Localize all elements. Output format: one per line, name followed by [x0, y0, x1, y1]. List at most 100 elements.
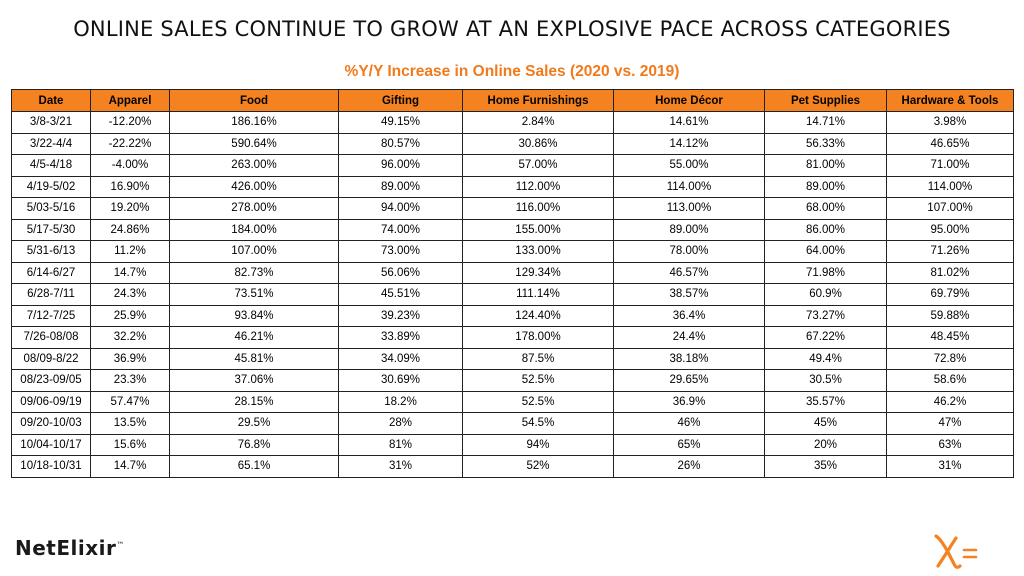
value-cell: 31% [338, 455, 463, 478]
table-row: 3/22-4/4 -22.22% 590.64% 80.57% 30.86% 14.12%… [11, 132, 1014, 155]
table-row: 6/14-6/27 14.7% 82.73% 56.06% 129.34% 46.57% 7… [11, 261, 1014, 284]
column-header: Pet Supplies [764, 89, 887, 112]
value-cell: 72.8% [886, 347, 1014, 370]
value-cell: 46% [613, 412, 765, 435]
value-cell: 278.00% [169, 197, 339, 220]
date-cell: 4/5-4/18 [11, 154, 91, 177]
netelixir-logo: NetElixir™ [15, 536, 125, 560]
table-body: 3/8-3/21 -12.20% 186.16% 49.15% 2.84% 14.61% 1… [11, 111, 1014, 478]
date-cell: 7/26-08/08 [11, 326, 91, 349]
column-header: Apparel [90, 89, 170, 112]
column-header: Home Décor [613, 89, 765, 112]
value-cell: 25.9% [90, 304, 170, 327]
value-cell: 133.00% [462, 240, 614, 263]
value-cell: 20% [764, 433, 887, 456]
value-cell: 39.23% [338, 304, 463, 327]
value-cell: 73.51% [169, 283, 339, 306]
table-row: 5/17-5/30 24.86% 184.00% 74.00% 155.00% 89.00… [11, 218, 1014, 241]
value-cell: 81.02% [886, 261, 1014, 284]
table-row: 7/12-7/25 25.9% 93.84% 39.23% 124.40% 36.4% 73… [11, 304, 1014, 327]
column-header: Hardware & Tools [886, 89, 1014, 112]
value-cell: -22.22% [90, 132, 170, 155]
logo-trademark: ™ [116, 540, 125, 550]
value-cell: 35% [764, 455, 887, 478]
value-cell: 19.20% [90, 197, 170, 220]
value-cell: 54.5% [462, 412, 614, 435]
value-cell: 3.98% [886, 111, 1014, 134]
date-cell: 08/09-8/22 [11, 347, 91, 370]
value-cell: 112.00% [462, 175, 614, 198]
value-cell: 18.2% [338, 390, 463, 413]
value-cell: 76.8% [169, 433, 339, 456]
value-cell: 178.00% [462, 326, 614, 349]
table-row: 6/28-7/11 24.3% 73.51% 45.51% 111.14% 38.57% 6… [11, 283, 1014, 306]
table-row: 10/04-10/17 15.6% 76.8% 81% 94% 65% 20% 63% [11, 433, 1014, 456]
value-cell: 124.40% [462, 304, 614, 327]
value-cell: 46.21% [169, 326, 339, 349]
value-cell: 111.14% [462, 283, 614, 306]
value-cell: 129.34% [462, 261, 614, 284]
value-cell: 58.6% [886, 369, 1014, 392]
table-header-row: Date Apparel Food Gifting Home Furnishings Ho… [11, 89, 1014, 112]
value-cell: 96.00% [338, 154, 463, 177]
value-cell: 89.00% [613, 218, 765, 241]
column-header: Food [169, 89, 339, 112]
value-cell: 82.73% [169, 261, 339, 284]
value-cell: 56.33% [764, 132, 887, 155]
value-cell: 26% [613, 455, 765, 478]
value-cell: 14.7% [90, 261, 170, 284]
date-cell: 3/22-4/4 [11, 132, 91, 155]
value-cell: 34.09% [338, 347, 463, 370]
value-cell: 30.5% [764, 369, 887, 392]
value-cell: 31% [886, 455, 1014, 478]
value-cell: 32.2% [90, 326, 170, 349]
value-cell: 28.15% [169, 390, 339, 413]
value-cell: 24.4% [613, 326, 765, 349]
table-row: 7/26-08/08 32.2% 46.21% 33.89% 178.00% 24.4% 6… [11, 326, 1014, 349]
value-cell: 24.3% [90, 283, 170, 306]
value-cell: -4.00% [90, 154, 170, 177]
value-cell: 28% [338, 412, 463, 435]
value-cell: 71.26% [886, 240, 1014, 263]
value-cell: 45.51% [338, 283, 463, 306]
value-cell: 81% [338, 433, 463, 456]
value-cell: 71.98% [764, 261, 887, 284]
value-cell: 29.5% [169, 412, 339, 435]
value-cell: 46.2% [886, 390, 1014, 413]
table-row: 5/31-6/13 11.2% 107.00% 73.00% 133.00% 78.00%… [11, 240, 1014, 263]
value-cell: 89.00% [764, 175, 887, 198]
date-cell: 10/04-10/17 [11, 433, 91, 456]
value-cell: 14.61% [613, 111, 765, 134]
table-row: 08/23-09/05 23.3% 37.06% 30.69% 52.5% 29.65% 3… [11, 369, 1014, 392]
value-cell: 14.71% [764, 111, 887, 134]
value-cell: 65% [613, 433, 765, 456]
value-cell: 2.84% [462, 111, 614, 134]
value-cell: 107.00% [886, 197, 1014, 220]
value-cell: 24.86% [90, 218, 170, 241]
column-header: Date [11, 89, 91, 112]
value-cell: 94.00% [338, 197, 463, 220]
value-cell: 186.16% [169, 111, 339, 134]
value-cell: 29.65% [613, 369, 765, 392]
value-cell: 57.47% [90, 390, 170, 413]
table-row: 10/18-10/31 14.7% 65.1% 31% 52% 26% 35% 31% [11, 455, 1014, 478]
value-cell: 60.9% [764, 283, 887, 306]
value-cell: 45.81% [169, 347, 339, 370]
date-cell: 09/20-10/03 [11, 412, 91, 435]
value-cell: 15.6% [90, 433, 170, 456]
value-cell: 63% [886, 433, 1014, 456]
value-cell: 57.00% [462, 154, 614, 177]
column-header: Home Furnishings [462, 89, 614, 112]
table-row: 09/20-10/03 13.5% 29.5% 28% 54.5% 46% 45% 47% [11, 412, 1014, 435]
value-cell: 78.00% [613, 240, 765, 263]
value-cell: 64.00% [764, 240, 887, 263]
value-cell: 46.65% [886, 132, 1014, 155]
value-cell: 46.57% [613, 261, 765, 284]
value-cell: 14.12% [613, 132, 765, 155]
date-cell: 09/06-09/19 [11, 390, 91, 413]
table-row: 4/19-5/02 16.90% 426.00% 89.00% 112.00% 114.0… [11, 175, 1014, 198]
value-cell: 68.00% [764, 197, 887, 220]
table-row: 09/06-09/19 57.47% 28.15% 18.2% 52.5% 36.9% 35… [11, 390, 1014, 413]
value-cell: 81.00% [764, 154, 887, 177]
value-cell: 52.5% [462, 369, 614, 392]
